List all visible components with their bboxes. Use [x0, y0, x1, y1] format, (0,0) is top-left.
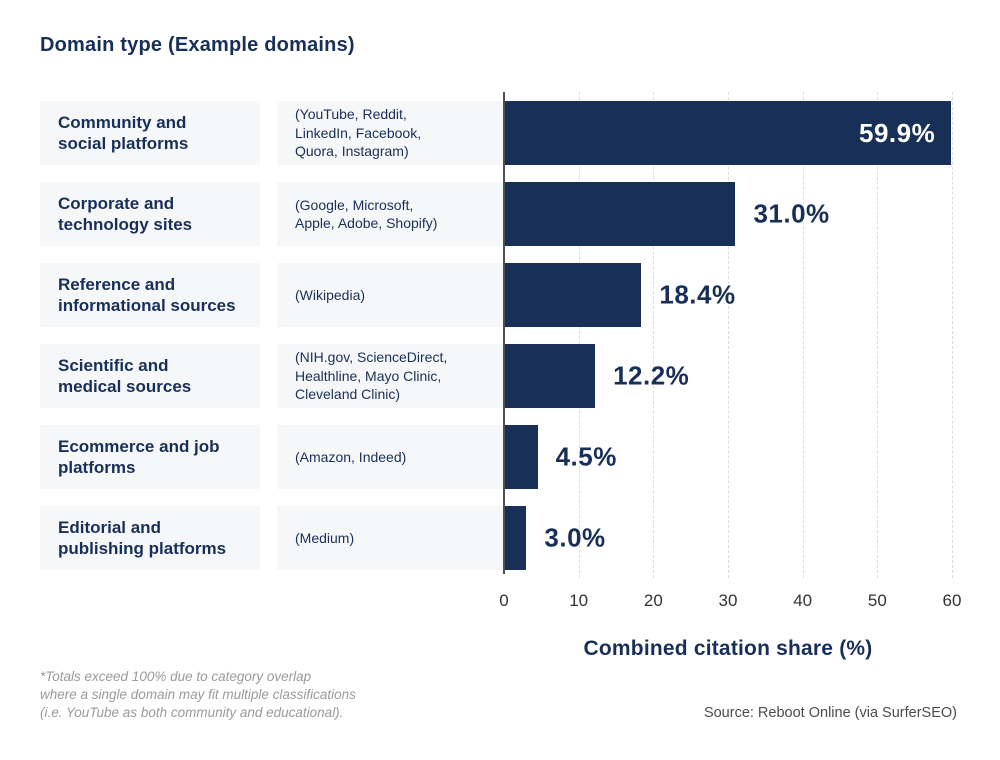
category-label-box: Editorial and publishing platforms — [40, 506, 260, 570]
category-examples-box: (Medium) — [277, 506, 503, 570]
chart-row: Community and social platforms (YouTube,… — [40, 101, 970, 165]
bar-value-label: 31.0% — [753, 198, 830, 229]
chart-title: Domain type (Example domains) — [40, 34, 355, 56]
chart-row: Editorial and publishing platforms (Medi… — [40, 506, 970, 570]
x-tick-label: 10 — [569, 591, 589, 610]
category-examples-box: (Google, Microsoft, Apple, Adobe, Shopif… — [277, 182, 503, 246]
footnote: *Totals exceed 100% due to category over… — [40, 669, 356, 720]
x-tick-label: 40 — [793, 591, 813, 610]
bar — [504, 182, 736, 246]
bar-track: 31.0% — [504, 182, 970, 246]
bar-track: 4.5% — [504, 425, 970, 489]
bar-value-label: 3.0% — [544, 522, 606, 553]
x-tick-label: 30 — [718, 591, 738, 610]
x-tick-label: 0 — [499, 591, 509, 610]
plot-gridlines — [503, 92, 953, 578]
category-label: Ecommerce and job platforms — [58, 437, 220, 477]
bar-value-label: 12.2% — [613, 360, 690, 391]
category-examples-box: (Wikipedia) — [277, 263, 503, 327]
chart-row: Corporate and technology sites (Google, … — [40, 182, 970, 246]
gridline — [952, 92, 953, 578]
bar-track: 18.4% — [504, 263, 970, 327]
gridline — [728, 92, 729, 578]
category-label: Corporate and technology sites — [58, 194, 193, 234]
category-label: Community and social platforms — [58, 113, 189, 153]
gridline — [653, 92, 655, 578]
category-label-box: Ecommerce and job platforms — [40, 425, 260, 489]
chart-row: Scientific and medical sources (NIH.gov,… — [40, 344, 970, 408]
bar — [504, 506, 527, 570]
category-label-box: Reference and informational sources — [40, 263, 260, 327]
gridline — [578, 92, 580, 578]
y-axis-line — [503, 92, 505, 574]
bar-track: 12.2% — [504, 344, 970, 408]
category-examples-box: (NIH.gov, ScienceDirect, Healthline, May… — [277, 344, 503, 408]
category-examples: (Google, Microsoft, Apple, Adobe, Shopif… — [295, 196, 438, 232]
chart-row: Reference and informational sources (Wik… — [40, 263, 970, 327]
category-examples-box: (YouTube, Reddit, LinkedIn, Facebook, Qu… — [277, 101, 503, 165]
chart-row: Ecommerce and job platforms (Amazon, Ind… — [40, 425, 970, 489]
category-examples: (Amazon, Indeed) — [295, 448, 407, 465]
gridline — [802, 92, 804, 578]
bar — [504, 425, 538, 489]
category-label: Reference and informational sources — [58, 275, 236, 315]
x-tick-label: 50 — [867, 591, 887, 610]
bar — [504, 263, 642, 327]
bar-value-label: 59.9% — [859, 117, 936, 148]
bar — [504, 344, 596, 408]
category-examples: (YouTube, Reddit, LinkedIn, Facebook, Qu… — [295, 106, 422, 160]
chart-rows: Community and social platforms (YouTube,… — [40, 101, 970, 570]
category-examples: (Medium) — [295, 529, 355, 546]
bar-track: 59.9% — [504, 101, 970, 165]
category-examples-box: (Amazon, Indeed) — [277, 425, 503, 489]
x-tick-label: 60 — [942, 591, 962, 610]
gridline — [877, 92, 879, 578]
bar-track: 3.0% — [504, 506, 970, 570]
bar-value-label: 4.5% — [555, 441, 617, 472]
category-label-box: Corporate and technology sites — [40, 182, 260, 246]
x-axis-title: Combined citation share (%) — [583, 637, 873, 660]
x-tick-label: 20 — [643, 591, 663, 610]
category-label-box: Scientific and medical sources — [40, 344, 260, 408]
category-examples: (NIH.gov, ScienceDirect, Healthline, May… — [295, 349, 448, 403]
source-attribution: Source: Reboot Online (via SurferSEO) — [703, 705, 957, 721]
category-label: Scientific and medical sources — [58, 356, 192, 396]
bar: 59.9% — [504, 101, 952, 165]
category-label-box: Community and social platforms — [40, 101, 260, 165]
x-axis-ticks: 0 10 20 30 40 50 60 — [499, 591, 961, 613]
category-examples: (Wikipedia) — [295, 286, 366, 303]
bar-value-label: 18.4% — [659, 279, 736, 310]
category-label: Editorial and publishing platforms — [58, 518, 227, 558]
